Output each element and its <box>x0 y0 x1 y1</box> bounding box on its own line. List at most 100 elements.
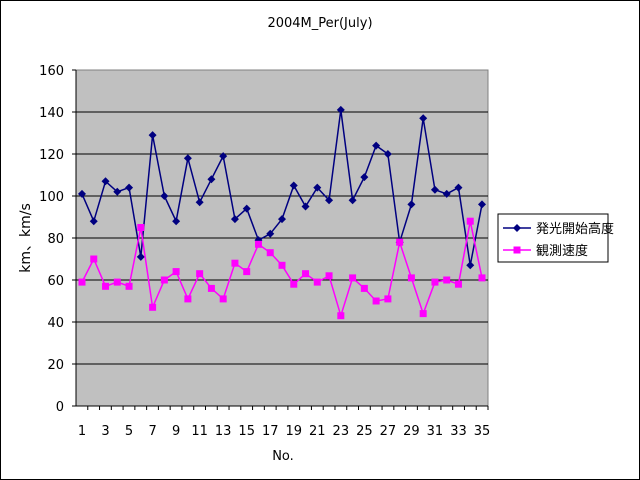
data-point <box>231 259 239 267</box>
x-tick-label: 19 <box>285 424 302 439</box>
data-point <box>337 312 345 320</box>
legend-marker <box>513 224 521 232</box>
data-point <box>136 252 145 261</box>
data-point <box>196 270 204 278</box>
data-point <box>336 105 345 114</box>
data-point <box>419 114 428 123</box>
y-tick-label: 100 <box>39 190 64 205</box>
data-point <box>348 196 357 205</box>
data-point <box>443 276 451 284</box>
x-tick-label: 5 <box>125 424 133 439</box>
x-axis-label: No. <box>272 449 294 464</box>
data-point <box>290 280 298 288</box>
x-tick-label: 1 <box>78 424 86 439</box>
data-point <box>442 189 451 198</box>
data-point <box>113 187 122 196</box>
data-point <box>195 198 204 207</box>
data-point <box>302 270 310 278</box>
data-point <box>454 183 463 192</box>
data-point <box>396 238 404 246</box>
data-point <box>325 196 334 205</box>
data-point <box>207 175 216 184</box>
data-point <box>160 192 169 200</box>
series-2 <box>78 217 486 320</box>
data-point <box>278 261 286 269</box>
x-tick-label: 13 <box>215 424 232 439</box>
data-point <box>172 217 181 226</box>
y-tick-label: 140 <box>39 106 64 121</box>
data-point <box>160 276 168 284</box>
data-point <box>78 278 86 286</box>
data-point <box>254 240 262 248</box>
data-point <box>172 268 180 276</box>
x-tick-label: 35 <box>474 424 491 439</box>
data-point <box>372 141 381 150</box>
data-point <box>407 274 415 282</box>
data-point <box>325 272 333 280</box>
chart-title: 2004M_Per(July) <box>267 16 372 31</box>
data-point <box>266 229 275 238</box>
data-point <box>384 295 392 303</box>
data-point <box>243 268 251 276</box>
y-tick-label: 80 <box>47 232 64 247</box>
data-point <box>219 152 228 161</box>
data-point <box>137 224 145 231</box>
data-point <box>360 173 369 182</box>
x-tick-label: 7 <box>148 424 156 439</box>
x-tick-label: 27 <box>380 424 397 439</box>
x-tick-label: 17 <box>262 424 279 439</box>
series-1 <box>78 105 486 270</box>
data-point <box>184 295 192 303</box>
data-point <box>478 200 486 209</box>
data-point <box>242 204 251 213</box>
data-point <box>89 217 98 226</box>
data-point <box>219 295 227 303</box>
data-point <box>383 150 392 158</box>
x-tick-label: 29 <box>403 424 420 439</box>
data-point <box>266 249 274 257</box>
x-tick-label: 31 <box>427 424 444 439</box>
y-tick-label: 40 <box>47 316 64 331</box>
data-point <box>148 131 157 140</box>
x-tick-label: 33 <box>450 424 467 439</box>
data-point <box>313 183 322 192</box>
data-point <box>301 202 310 211</box>
x-tick-label: 25 <box>356 424 373 439</box>
data-point <box>360 284 368 292</box>
x-tick-label: 3 <box>101 424 109 439</box>
data-point <box>278 215 286 224</box>
data-point <box>78 189 86 198</box>
x-tick-label: 23 <box>333 424 350 439</box>
x-tick-label: 9 <box>172 424 180 439</box>
data-point <box>349 274 357 282</box>
data-point <box>90 255 98 263</box>
x-tick-label: 21 <box>309 424 326 439</box>
data-point <box>430 185 439 194</box>
legend-label: 観測速度 <box>536 243 588 259</box>
data-point <box>113 278 121 286</box>
data-point <box>102 282 110 290</box>
data-point <box>431 278 439 286</box>
legend-marker <box>513 246 521 254</box>
data-point <box>101 177 110 186</box>
data-point <box>207 284 215 292</box>
y-tick-label: 160 <box>39 64 64 79</box>
data-point <box>407 200 416 209</box>
data-point <box>466 261 475 270</box>
data-point <box>478 274 486 282</box>
data-point <box>149 303 157 311</box>
data-point <box>466 217 474 225</box>
x-tick-label: 11 <box>191 424 208 439</box>
data-point <box>454 280 462 288</box>
data-point <box>125 183 134 192</box>
y-tick-label: 20 <box>47 358 64 373</box>
y-axis-label: km、km/s <box>18 203 34 273</box>
data-point <box>419 310 427 318</box>
data-point <box>230 215 239 224</box>
y-tick-label: 0 <box>56 400 64 415</box>
legend-label: 発光開始高度 <box>536 221 614 237</box>
x-tick-label: 15 <box>238 424 255 439</box>
data-point <box>183 154 192 163</box>
data-point <box>289 181 298 190</box>
